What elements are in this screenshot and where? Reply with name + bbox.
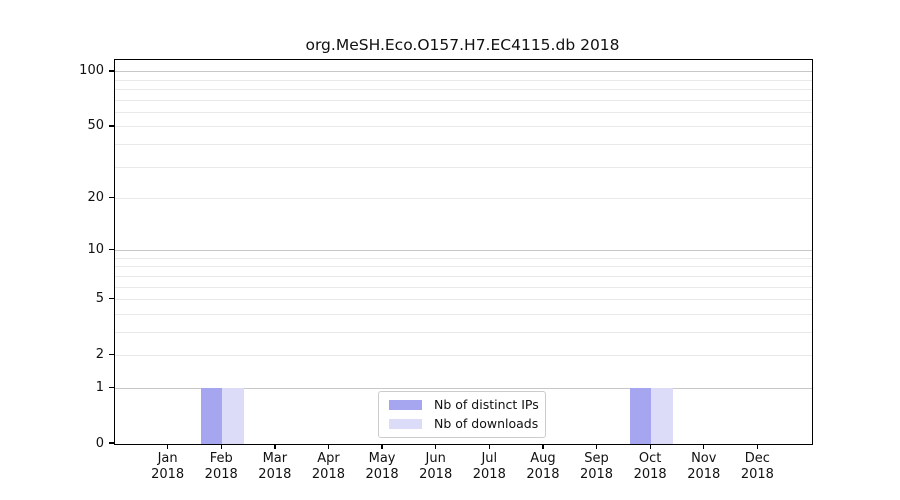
gridline-major-10 [115, 250, 812, 252]
gridline-minor-80 [115, 89, 812, 91]
x-tick-label-jun: Jun 2018 [419, 451, 453, 482]
bar-feb-downloads [222, 388, 244, 444]
plot-area [114, 59, 813, 445]
gridline-minor-20 [115, 198, 812, 199]
x-tick-feb [220, 444, 222, 449]
y-tick-label-0: 0 [95, 435, 104, 451]
x-tick-jun [435, 444, 437, 449]
gridline-major-1 [115, 387, 812, 389]
y-tick-label-2: 2 [95, 346, 104, 362]
gridline-minor-70 [115, 99, 812, 101]
y-tick-100 [109, 70, 114, 72]
x-tick-sep [595, 444, 598, 449]
x-tick-dec [756, 444, 759, 449]
gridline-minor-7 [115, 275, 812, 277]
chart-title: org.MeSH.Eco.O157.H7.EC4115.db 2018 [305, 36, 620, 54]
x-tick-may [381, 444, 383, 449]
y-tick-label-10: 10 [87, 242, 104, 258]
y-tick-label-100: 100 [79, 63, 104, 79]
gridline-minor-6 [115, 286, 812, 288]
gridline-minor-40 [115, 144, 812, 146]
x-tick-label-aug: Aug 2018 [526, 451, 560, 482]
x-tick-label-feb: Feb 2018 [204, 451, 238, 482]
y-tick-2 [109, 353, 114, 356]
gridline-minor-9 [115, 257, 812, 259]
x-tick-label-oct: Oct 2018 [633, 451, 667, 482]
legend-item-distinct-ips: Nb of distinct IPs [389, 398, 545, 412]
x-tick-apr [327, 444, 330, 449]
y-tick-label-5: 5 [95, 291, 104, 307]
gridline-minor-2 [115, 354, 812, 356]
gridline-minor-4 [115, 313, 812, 315]
legend-label-downloads: Nb of downloads [434, 416, 539, 431]
x-tick-label-apr: Apr 2018 [311, 451, 345, 482]
legend-swatch-downloads [389, 419, 422, 429]
y-tick-5 [109, 297, 114, 300]
bar-oct-distinct-ips [629, 388, 652, 444]
x-tick-nov [703, 444, 705, 449]
y-tick-label-20: 20 [87, 190, 104, 205]
y-tick-50 [109, 125, 114, 127]
gridline-minor-30 [115, 166, 812, 168]
gridline-major-100 [115, 71, 812, 73]
x-tick-mar [274, 444, 276, 449]
y-tick-label-1: 1 [95, 379, 104, 395]
legend-swatch-distinct-ips [389, 400, 422, 410]
legend: Nb of distinct IPs Nb of downloads [378, 391, 546, 438]
gridline-minor-5 [115, 299, 812, 301]
y-tick-10 [109, 249, 114, 251]
x-tick-aug [542, 444, 544, 449]
gridline-minor-50 [115, 126, 812, 128]
gridline-minor-8 [115, 266, 812, 268]
x-tick-label-mar: Mar 2018 [258, 451, 292, 482]
y-tick-20 [109, 196, 114, 199]
x-tick-label-may: May 2018 [365, 451, 399, 482]
bar-feb-distinct-ips [200, 388, 223, 444]
gridline-minor-60 [115, 112, 812, 114]
x-tick-label-jul: Jul 2018 [472, 451, 506, 482]
y-tick-1 [109, 386, 114, 388]
y-tick-label-50: 50 [87, 118, 104, 134]
x-tick-jul [488, 444, 490, 449]
bar-oct-downloads [651, 388, 673, 444]
x-tick-label-dec: Dec 2018 [740, 451, 774, 482]
x-tick-jan [167, 444, 169, 449]
x-tick-label-jan: Jan 2018 [151, 451, 185, 482]
x-tick-label-nov: Nov 2018 [687, 451, 721, 482]
legend-item-downloads: Nb of downloads [389, 417, 545, 431]
y-tick-0 [109, 442, 114, 444]
gridline-minor-3 [115, 331, 812, 333]
x-tick-oct [649, 444, 651, 449]
legend-label-distinct-ips: Nb of distinct IPs [434, 397, 539, 412]
gridline-minor-90 [115, 79, 812, 81]
x-tick-label-sep: Sep 2018 [579, 451, 614, 482]
